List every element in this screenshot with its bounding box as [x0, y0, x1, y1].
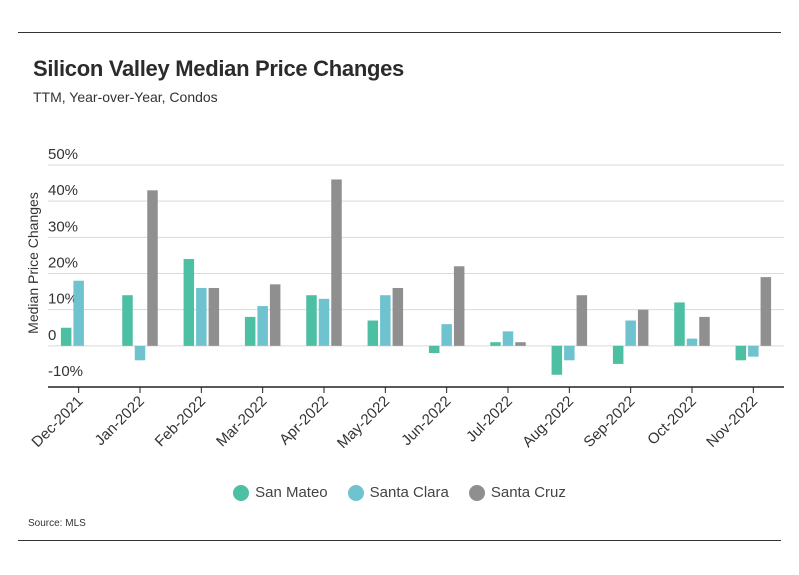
bar-san-mateo [612, 345, 624, 364]
legend-item: Santa Cruz [468, 484, 566, 501]
chart-legend: San Mateo Santa Clara Santa Cruz [0, 484, 799, 501]
bar-santa-cruz [208, 287, 220, 346]
x-tick-label: Jan-2022 [92, 393, 148, 449]
bar-santa-cruz [392, 287, 404, 346]
legend-label: Santa Clara [369, 484, 449, 501]
bar-santa-clara [441, 324, 452, 346]
x-tick-label: Dec-2021 [28, 393, 86, 451]
bar-santa-clara [564, 345, 575, 361]
x-tick-label: Jun-2022 [398, 393, 454, 449]
bar-santa-clara [257, 306, 268, 346]
bar-san-mateo [122, 295, 133, 346]
legend-swatch [468, 484, 485, 501]
chart-title: Silicon Valley Median Price Changes [33, 56, 404, 81]
y-tick-label: 10% [48, 291, 78, 308]
y-tick-label: 50% [48, 146, 78, 163]
bar-santa-cruz [453, 266, 465, 346]
bottom-rule [18, 540, 781, 541]
legend-swatch [347, 484, 364, 501]
y-tick-label: 0 [48, 327, 56, 344]
bar-santa-cruz [269, 284, 281, 346]
bar-san-mateo [244, 316, 256, 346]
source-note: Source: MLS [28, 518, 86, 529]
x-tick-label: Apr-2022 [276, 393, 332, 449]
y-tick-label: 30% [48, 218, 78, 235]
x-tick-label: Nov-2022 [703, 393, 761, 451]
bar-san-mateo [490, 342, 501, 346]
bar-san-mateo [306, 295, 317, 346]
bar-santa-clara [134, 345, 146, 361]
y-tick-label: 40% [48, 182, 78, 199]
chart-subtitle: TTM, Year-over-Year, Condos [33, 89, 218, 105]
y-tick-label: -10% [48, 363, 83, 380]
x-tick-label: Mar-2022 [213, 393, 270, 450]
top-rule [18, 32, 781, 33]
bar-santa-clara [502, 331, 514, 346]
y-axis-label: Median Price Changes [25, 192, 41, 334]
bar-santa-cruz [637, 309, 649, 346]
bar-santa-clara [196, 287, 207, 346]
bar-san-mateo [367, 320, 379, 346]
bar-san-mateo [674, 302, 685, 346]
legend-label: Santa Cruz [490, 484, 566, 501]
x-tick-label: Oct-2022 [644, 393, 700, 449]
x-tick-label: May-2022 [334, 393, 393, 452]
x-tick-label: Jul-2022 [463, 393, 516, 446]
bar-santa-clara [686, 338, 698, 346]
legend-item: San Mateo [233, 484, 328, 501]
bar-santa-cruz [331, 179, 342, 346]
bar-santa-clara [318, 298, 330, 346]
bar-san-mateo [428, 345, 440, 354]
bar-santa-clara [748, 345, 759, 357]
bar-santa-cruz [699, 316, 710, 346]
x-tick-label: Sep-2022 [580, 393, 638, 451]
bar-santa-cruz [576, 295, 588, 346]
legend-label: San Mateo [255, 484, 328, 501]
x-tick-label: Aug-2022 [519, 393, 577, 451]
legend-swatch [233, 484, 250, 501]
y-tick-label: 20% [48, 255, 78, 272]
legend-item: Santa Clara [347, 484, 449, 501]
bar-san-mateo [551, 345, 563, 375]
bar-san-mateo [183, 259, 195, 346]
x-tick-label: Feb-2022 [152, 393, 209, 450]
bar-santa-cruz [147, 190, 158, 346]
bar-santa-clara [380, 295, 391, 346]
bar-santa-cruz [515, 342, 526, 346]
bar-santa-cruz [760, 277, 772, 346]
bar-san-mateo [60, 327, 72, 346]
bar-santa-clara [73, 280, 84, 346]
bar-san-mateo [735, 345, 747, 361]
bar-santa-clara [625, 320, 636, 346]
